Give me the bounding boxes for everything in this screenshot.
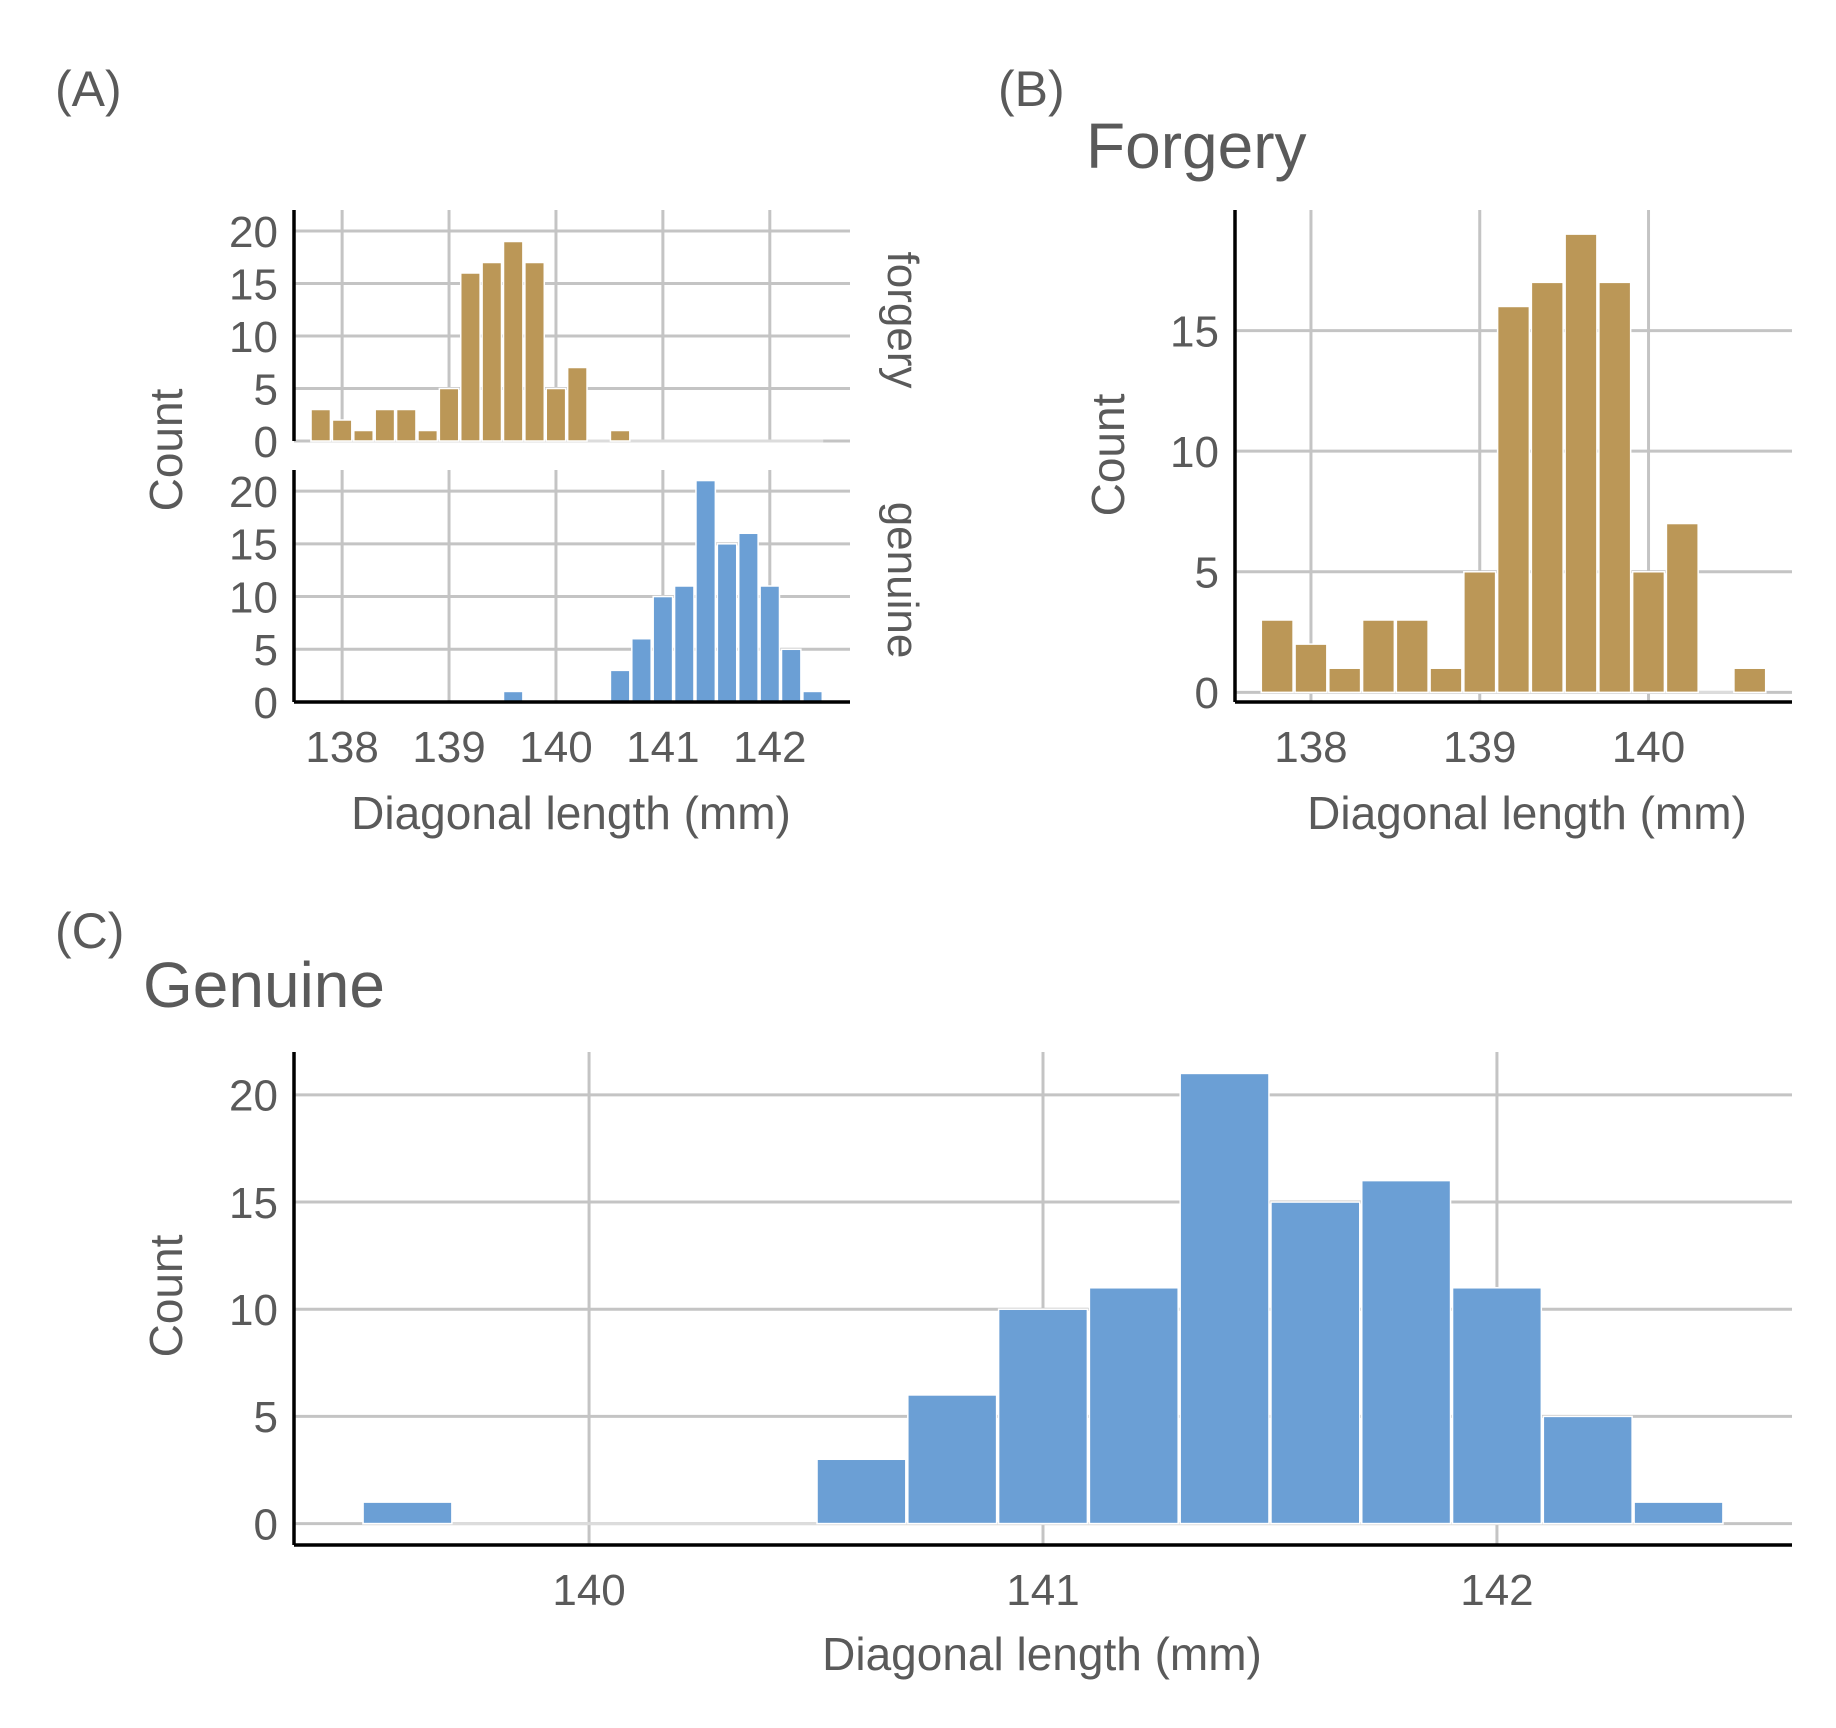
b-ytick-label: 0 (1195, 669, 1219, 718)
a-genuine-bar-141.9 (759, 585, 781, 703)
c-bar-142.1 (1542, 1415, 1633, 1525)
panel-c: (C) Genuine 0 5 10 15 20 140 141 142 Count Diag… (55, 903, 1792, 1680)
a-genuine-ytick-label: 15 (229, 521, 278, 570)
panel-b-tag: (B) (998, 61, 1065, 117)
b-bar-138.5 (1395, 619, 1429, 694)
c-ytick-label: 15 (229, 1179, 278, 1228)
c-bar-140.7 (907, 1394, 998, 1525)
a-forgery-bar-138.9 (438, 387, 460, 442)
c-ytick-label: 0 (254, 1500, 278, 1549)
c-ytick-label: 10 (229, 1286, 278, 1335)
a-genuine-bar-141.1 (673, 585, 695, 703)
c-bar-142.3 (1633, 1501, 1724, 1525)
a-xtick-label: 141 (626, 723, 699, 772)
a-forgery-ytick-label: 0 (254, 418, 278, 467)
panel-b-title: Forgery (1086, 110, 1307, 182)
a-xtick-label: 140 (519, 723, 592, 772)
a-genuine-ytick-label: 5 (254, 626, 278, 675)
a-xtick-label: 138 (305, 723, 378, 772)
a-genuine-bar-140.9 (652, 595, 674, 703)
c-bar-141.1 (1088, 1287, 1179, 1525)
a-genuine-bar-140.7 (631, 637, 652, 703)
a-forgery-bar-139.1 (459, 272, 481, 442)
panel-a-tag: (A) (55, 61, 122, 117)
c-bar-141.5 (1270, 1201, 1361, 1525)
b-bar-140.5 (1733, 667, 1767, 694)
b-bar-138.1 (1328, 667, 1362, 694)
a-forgery-bar-139.5 (502, 240, 524, 442)
a-forgery-bar-137.9 (331, 419, 353, 442)
panel-c-tag: (C) (55, 903, 124, 959)
b-bar-139.5 (1564, 233, 1598, 694)
panel-a-ylabel: Count (140, 388, 192, 511)
panel-c-xlabel: Diagonal length (mm) (822, 1628, 1262, 1680)
b-bar-138.7 (1429, 667, 1463, 694)
b-bar-139.3 (1530, 281, 1564, 694)
a-forgery-bar-139.3 (481, 261, 503, 442)
a-xtick-label: 139 (412, 723, 485, 772)
a-forgery-bar-139.7 (524, 261, 546, 442)
b-bar-139.1 (1496, 305, 1531, 694)
c-bar-139.5 (362, 1501, 453, 1525)
b-ytick-label: 10 (1170, 428, 1219, 477)
a-forgery-bar-139.9 (545, 387, 567, 442)
c-ytick-label: 5 (254, 1393, 278, 1442)
a-forgery-bar-138.5 (395, 408, 417, 442)
b-bar-138.9 (1463, 571, 1497, 694)
a-genuine-bar-142.1 (780, 648, 802, 703)
b-bar-139.7 (1598, 281, 1632, 694)
b-xtick-label: 138 (1274, 723, 1347, 772)
panel-c-plot: 0 5 10 15 20 140 141 142 (229, 1052, 1792, 1615)
panel-a-strip-genuine: genuine (878, 502, 927, 659)
a-forgery-bar-137.7 (310, 408, 332, 442)
a-xtick-label: 142 (733, 723, 806, 772)
c-bar-141.7 (1361, 1179, 1452, 1525)
panel-b-ylabel: Count (1082, 393, 1134, 516)
a-forgery-ytick-label: 10 (229, 313, 278, 362)
b-bar-140.1 (1665, 522, 1699, 694)
c-bar-140.5 (816, 1458, 907, 1525)
b-xtick-label: 140 (1612, 723, 1685, 772)
c-bar-141.9 (1451, 1287, 1543, 1525)
panel-a-xlabel: Diagonal length (mm) (351, 787, 791, 839)
a-forgery-ytick-label: 20 (229, 208, 278, 257)
c-ytick-label: 20 (229, 1072, 278, 1121)
panel-a-strip-forgery: forgery (878, 252, 927, 389)
panel-c-ylabel: Count (140, 1234, 192, 1357)
c-xtick-label: 140 (552, 1566, 625, 1615)
panel-b-plot: 0 5 10 15 138 139 140 (1170, 210, 1792, 772)
b-xtick-label: 139 (1443, 723, 1516, 772)
panel-b-xlabel: Diagonal length (mm) (1307, 787, 1747, 839)
c-bar-140.9 (997, 1308, 1089, 1525)
c-bar-141.3 (1179, 1072, 1270, 1525)
a-genuine-ytick-label: 0 (254, 679, 278, 728)
a-genuine-bar-141.7 (737, 532, 759, 703)
b-bar-138.3 (1361, 619, 1396, 694)
c-xtick-label: 142 (1460, 1566, 1533, 1615)
b-bar-137.9 (1294, 643, 1328, 694)
a-genuine-bar-140.5 (609, 669, 631, 703)
a-forgery-ytick-label: 5 (254, 365, 278, 414)
a-forgery-ytick-label: 15 (229, 260, 278, 309)
a-forgery-bar-138.1 (353, 429, 374, 442)
a-forgery-bar-138.3 (374, 408, 396, 442)
b-ytick-label: 15 (1170, 307, 1219, 356)
b-bar-139.9 (1631, 571, 1666, 694)
a-genuine-ytick-label: 10 (229, 573, 278, 622)
a-forgery-bar-140.5 (609, 429, 631, 442)
a-genuine-bar-141.5 (716, 543, 738, 703)
b-ytick-label: 5 (1195, 549, 1219, 598)
panel-b: (B) Forgery 0 5 10 15 138 139 140 Count Diagon… (998, 61, 1792, 839)
b-bar-137.7 (1260, 619, 1294, 694)
c-xtick-label: 141 (1006, 1566, 1079, 1615)
a-genuine-bar-141.3 (695, 479, 717, 703)
a-genuine-ytick-label: 20 (229, 468, 278, 517)
panel-c-title: Genuine (143, 949, 385, 1021)
a-forgery-bar-140.1 (566, 366, 588, 442)
a-forgery-bar-138.7 (417, 429, 439, 442)
